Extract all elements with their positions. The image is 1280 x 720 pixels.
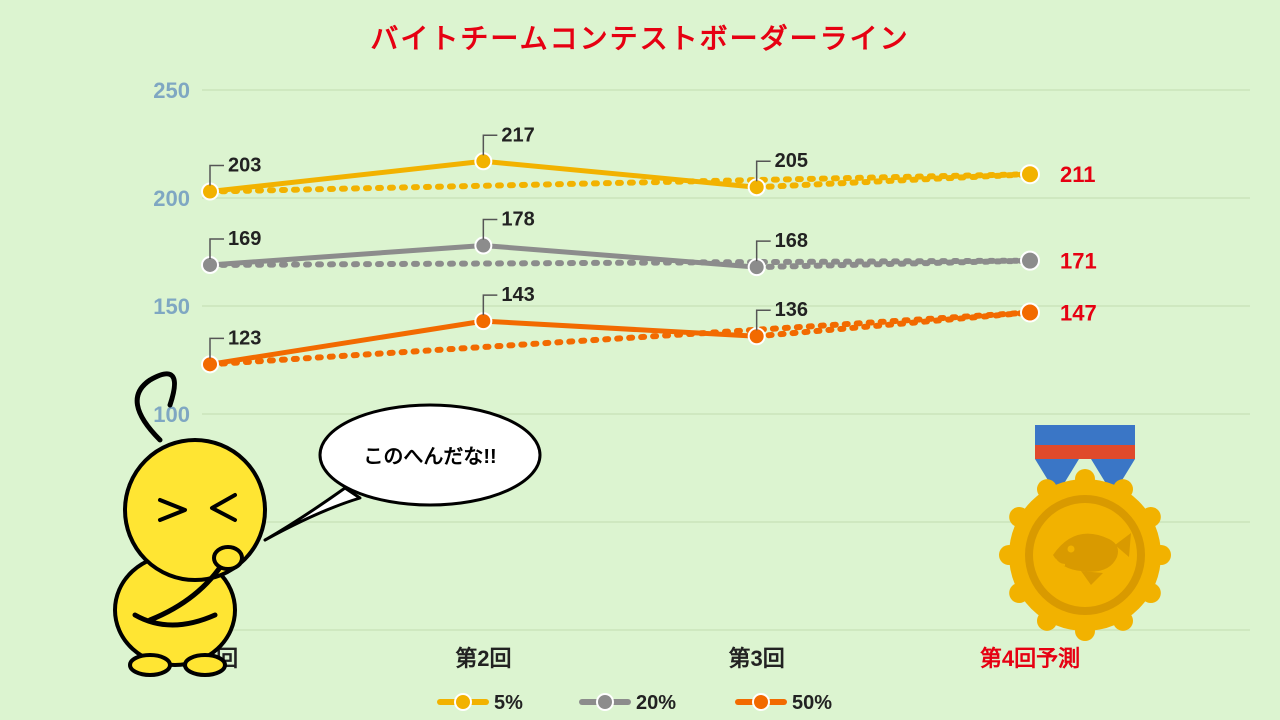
series-marker: [749, 259, 765, 275]
legend-swatch-marker: [455, 694, 471, 710]
y-tick-label: 200: [153, 186, 190, 211]
data-label: 178: [501, 209, 534, 231]
chart-svg: バイトチームコンテストボーダーライン0501001502002502032172…: [0, 0, 1280, 720]
series-pred-marker: [1021, 165, 1039, 183]
prediction-label: 171: [1060, 249, 1097, 274]
series-marker: [475, 238, 491, 254]
data-label: 143: [501, 284, 534, 306]
x-tick-label: 第4回予測: [980, 646, 1080, 671]
legend-label: 5%: [494, 692, 523, 714]
legend-swatch-marker: [597, 694, 613, 710]
legend-label: 50%: [792, 692, 832, 714]
x-tick-label: 第2回: [455, 646, 511, 671]
series-marker: [475, 153, 491, 169]
legend-swatch-marker: [753, 694, 769, 710]
series-marker: [202, 257, 218, 273]
series-marker: [475, 313, 491, 329]
series-pred-marker: [1021, 303, 1039, 321]
legend-label: 20%: [636, 692, 676, 714]
speech-bubble-text: このへんだな!!: [363, 445, 496, 468]
data-label: 217: [501, 124, 534, 146]
series-marker: [202, 184, 218, 200]
data-label: 205: [775, 150, 808, 172]
series-pred-marker: [1021, 252, 1039, 270]
x-tick-label: 第3回: [729, 646, 785, 671]
chart-title: バイトチームコンテストボーダーライン: [370, 22, 909, 54]
y-tick-label: 150: [153, 294, 190, 319]
series-marker: [749, 179, 765, 195]
series-marker: [202, 356, 218, 372]
data-label: 169: [228, 228, 261, 250]
prediction-label: 147: [1060, 300, 1097, 325]
prediction-label: 211: [1060, 162, 1096, 187]
data-label: 136: [775, 299, 808, 321]
chart-root: バイトチームコンテストボーダーライン0501001502002502032172…: [0, 0, 1280, 720]
y-tick-label: 250: [153, 78, 190, 103]
series-marker: [749, 328, 765, 344]
data-label: 203: [228, 155, 261, 177]
data-label: 168: [775, 230, 808, 252]
data-label: 123: [228, 327, 261, 349]
